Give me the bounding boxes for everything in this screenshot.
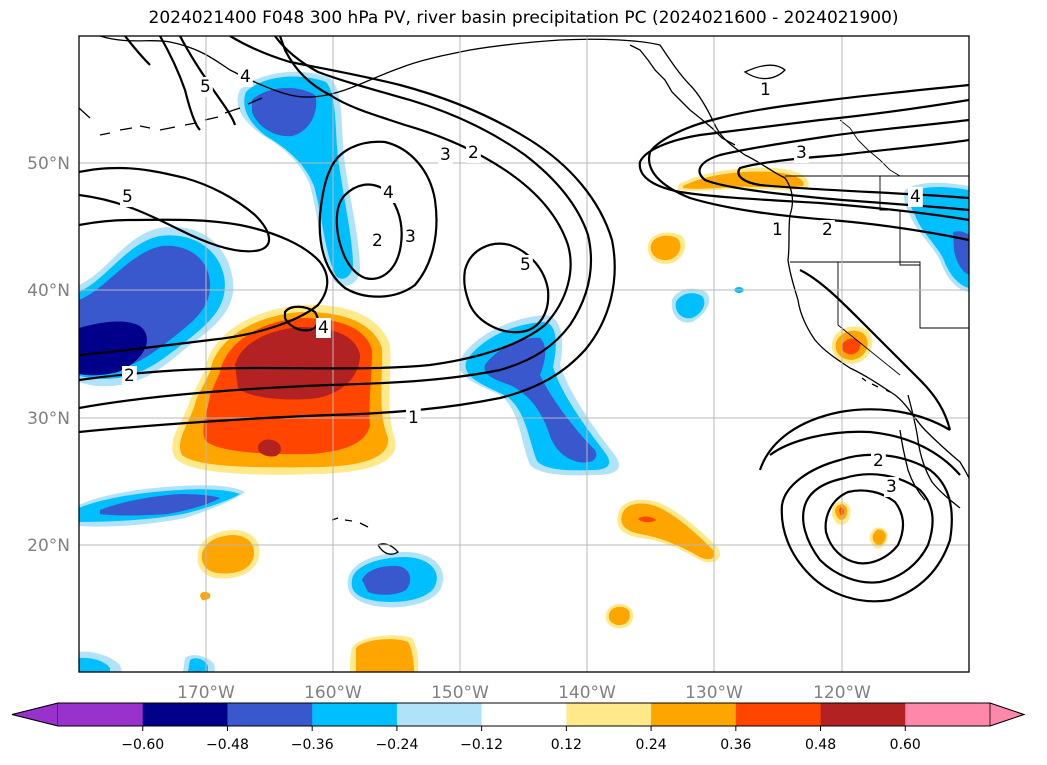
colorbar-segment — [481, 703, 567, 726]
colorbar-tick-label: 0.48 — [805, 737, 836, 753]
contour-label: 3 — [440, 145, 451, 165]
contour-label: 5 — [122, 187, 133, 207]
contour-label-halo — [238, 67, 253, 87]
gridlines — [79, 36, 969, 672]
lon-tick-label: 170°W — [177, 683, 235, 703]
contour-label: 2 — [873, 451, 884, 471]
lat-tick-label: 30°N — [27, 409, 70, 429]
contour-label-halo — [370, 231, 385, 251]
contour-label-halo — [316, 318, 331, 338]
colorbar-segment — [651, 703, 737, 726]
lat-tick-label: 20°N — [27, 536, 70, 556]
contour-label: 3 — [405, 227, 416, 247]
colorbar-segment — [905, 703, 991, 726]
lon-tick-label: 160°W — [304, 683, 362, 703]
contour-label: 1 — [408, 408, 419, 428]
contour-label-halo — [438, 145, 453, 165]
lat-tick-label: 50°N — [27, 154, 70, 174]
colorbar-extend-max — [989, 702, 1026, 727]
contour-label-halo — [794, 143, 809, 163]
map-title: 2024021400 F048 300 hPa PV, river basin … — [148, 8, 899, 28]
contour-label-halo — [198, 77, 213, 97]
contour-label: 3 — [796, 143, 807, 163]
contour-label: 1 — [772, 220, 783, 240]
colorbar: −0.60 −0.48 −0.36 −0.24 −0.12 0.12 0.24 0.36 0.4… — [11, 702, 1026, 753]
contour-label: 5 — [520, 255, 531, 275]
axis-labels: 170°W 160°W 150°W 140°W 130°W 120°W 20°N… — [27, 154, 871, 703]
contour-label: 4 — [318, 318, 329, 338]
colorbar-tick-label: −0.24 — [375, 737, 418, 753]
contour-label-halo — [884, 477, 899, 497]
colorbar-segment — [58, 703, 144, 726]
colorbar-tick-label: 0.12 — [551, 737, 582, 753]
contour-label: 4 — [240, 67, 251, 87]
contour-label-halo — [406, 408, 421, 428]
colorbar-tick-label: −0.36 — [291, 737, 334, 753]
contour-label: 5 — [200, 77, 211, 97]
contour-label-halo — [908, 187, 923, 207]
contour-label: 2 — [372, 231, 383, 251]
contour-label: 2 — [822, 220, 833, 240]
colorbar-tick-label: 0.60 — [890, 737, 921, 753]
contour-label: 4 — [910, 187, 921, 207]
contour-label-halo — [758, 80, 773, 100]
contour-label-halo — [120, 187, 135, 207]
lon-tick-label: 140°W — [558, 683, 616, 703]
colorbar-segment — [312, 703, 398, 726]
colorbar-segment — [227, 703, 313, 726]
lat-tick-label: 40°N — [27, 281, 70, 301]
contour-label-halo — [820, 220, 835, 240]
colorbar-tick-label: 0.36 — [720, 737, 751, 753]
colorbar-segment — [735, 703, 822, 726]
colorbar-extend-min — [11, 702, 59, 727]
contour-label-halo — [871, 451, 886, 471]
contour-label-halo — [518, 255, 533, 275]
lon-tick-label: 120°W — [813, 683, 871, 703]
precipitation-shading — [79, 71, 969, 672]
contour-label-halo — [770, 220, 785, 240]
contour-label-halo — [403, 227, 418, 247]
colorbar-segment — [820, 703, 906, 726]
contour-label: 3 — [886, 477, 897, 497]
lon-tick-label: 130°W — [685, 683, 743, 703]
colorbar-tick-label: −0.12 — [460, 737, 503, 753]
contour-label-halo — [466, 143, 481, 163]
contour-label-halo — [122, 366, 137, 386]
colorbar-tick-label: −0.48 — [206, 737, 249, 753]
contour-label: 1 — [760, 80, 771, 100]
colorbar-segment — [396, 703, 483, 726]
lon-tick-label: 150°W — [431, 683, 489, 703]
contour-label-halo — [381, 183, 396, 203]
contour-label: 2 — [468, 143, 479, 163]
colorbar-segment — [142, 703, 228, 726]
map-frame — [78, 35, 970, 673]
colorbar-frame — [11, 702, 1026, 727]
contour-label: 2 — [124, 366, 135, 386]
contour-labels: 1 2 4 5 5 4 3 2 4 3 2 5 1 3 1 2 2 3 4 — [120, 67, 923, 497]
colorbar-tick-label: −0.60 — [121, 737, 164, 753]
colorbar-segment — [566, 703, 652, 726]
contour-label: 4 — [383, 183, 394, 203]
colorbar-tick-label: 0.24 — [636, 737, 667, 753]
